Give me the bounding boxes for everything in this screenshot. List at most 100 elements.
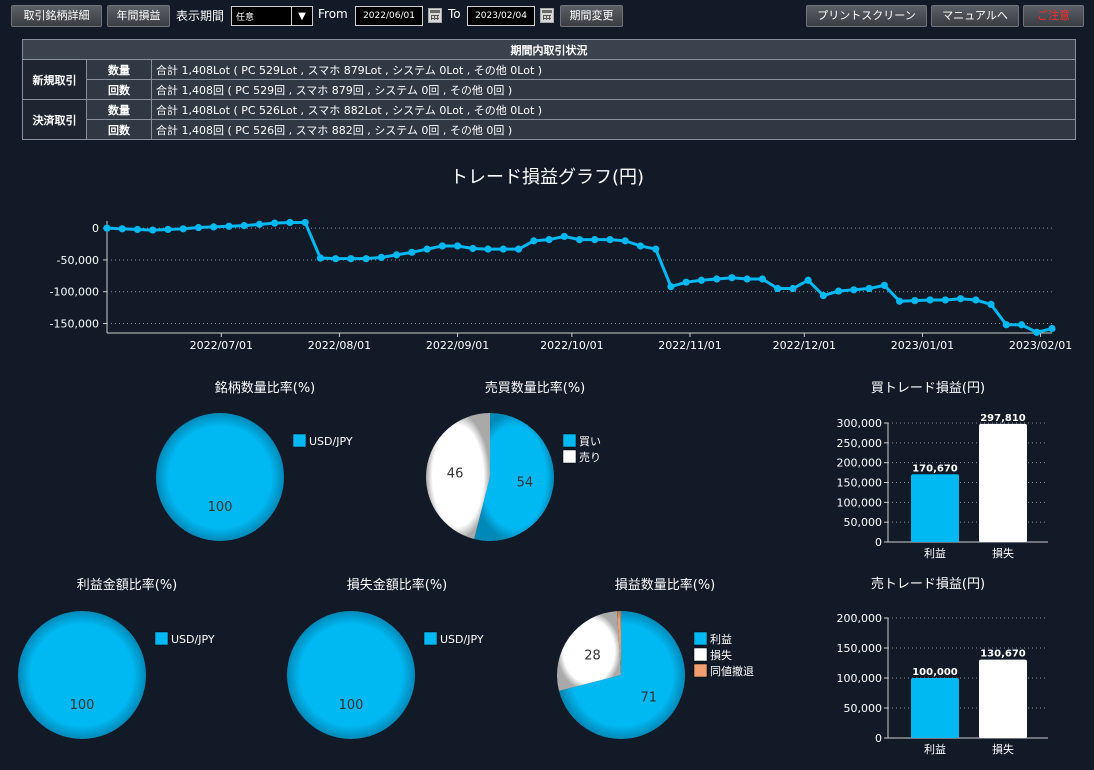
data-point <box>332 255 340 263</box>
table-row: 回数 合計 1,408回 ( PC 529回 , スマホ 879回 , システム… <box>23 79 1076 100</box>
trade-detail-button[interactable]: 取引銘柄詳細 <box>11 5 102 27</box>
stats-table-title: 期間内取引状況 <box>22 39 1076 60</box>
data-point <box>545 236 553 244</box>
bar-value-label: 297,810 <box>980 413 1026 424</box>
period-select-value: 任意 <box>236 13 255 23</box>
data-point <box>133 225 142 234</box>
group-new-trade: 新規取引 <box>22 59 87 100</box>
pie-value-label: 100 <box>208 500 233 515</box>
pie-value-label: 46 <box>447 467 464 482</box>
group-settlement-trade: 決済取引 <box>22 99 87 140</box>
y-tick-label: -50,000 <box>57 254 99 267</box>
y-tick-label: 200,000 <box>837 457 883 470</box>
legend-label: 同値撤退 <box>710 664 754 678</box>
sell-bar-chart: 0 50,000 100,000 150,000 200,000 100,000 利益 130… <box>837 612 1048 756</box>
data-point <box>316 254 324 262</box>
annual-pl-button[interactable]: 年間損益 <box>107 5 170 27</box>
data-point <box>728 274 736 282</box>
table-row: 新規取引 数量 合計 1,408Lot ( PC 529Lot , スマホ 87… <box>22 59 1076 100</box>
data-point <box>377 253 385 261</box>
row-label: 数量 <box>86 99 152 120</box>
bar <box>911 474 959 542</box>
legend-label: 売り <box>579 451 601 464</box>
legend-swatch <box>292 433 307 448</box>
table-row: 決済取引 数量 合計 1,408Lot ( PC 526Lot , スマホ 88… <box>22 99 1076 140</box>
brand-pie-chart: 100 USD/JPY <box>156 413 353 541</box>
buy-bar-title: 買トレード損益(円) <box>870 381 986 396</box>
data-point <box>560 232 568 241</box>
y-tick-label: -150,000 <box>50 317 99 330</box>
pie-slice <box>18 611 146 739</box>
y-tick-label: 50,000 <box>844 702 883 715</box>
data-point <box>667 283 675 291</box>
pie-value-label: 54 <box>517 475 534 490</box>
pie-slice <box>616 611 621 675</box>
y-tick-label: 150,000 <box>837 477 883 490</box>
row-label: 回数 <box>86 119 152 140</box>
data-point <box>606 236 614 244</box>
from-calendar-icon[interactable] <box>428 8 442 23</box>
data-point <box>210 223 218 231</box>
bar-value-label: 100,000 <box>912 667 958 678</box>
period-select[interactable]: 任意 ▼ <box>231 6 313 26</box>
data-point <box>362 255 370 263</box>
to-date-input[interactable]: 2023/02/04 <box>467 6 535 26</box>
data-point <box>255 220 264 228</box>
x-tick-label: 2022/10/01 <box>540 339 603 352</box>
x-tick-label: 2023/02/01 <box>1009 339 1072 352</box>
to-calendar-icon[interactable] <box>540 8 554 23</box>
data-point <box>438 242 446 250</box>
data-point <box>469 244 477 253</box>
data-point <box>972 296 980 304</box>
data-point <box>987 300 995 309</box>
data-point <box>194 223 203 232</box>
line-chart: 0 -50,000 -100,000 -150,000 2022/07/01 2022/0… <box>50 218 1072 352</box>
manual-button[interactable]: マニュアルへ <box>931 5 1019 27</box>
sell-bar-title: 売トレード損益(円) <box>870 577 986 592</box>
side-pie-title: 売買数量比率(%) <box>484 381 586 396</box>
y-tick-label: -100,000 <box>50 286 99 299</box>
pie-value-label: 71 <box>641 691 658 706</box>
data-point <box>956 295 965 303</box>
legend-label: USD/JPY <box>171 633 215 646</box>
from-date-input[interactable]: 2022/06/01 <box>355 6 423 26</box>
line-chart-title: トレード損益グラフ(円) <box>449 167 645 188</box>
pl-count-pie-title: 損益数量比率(%) <box>614 578 716 593</box>
data-point <box>804 276 812 284</box>
data-point <box>453 242 462 250</box>
x-tick-label: 2022/12/01 <box>773 339 836 352</box>
pie-slice <box>156 413 284 541</box>
bar <box>979 423 1027 542</box>
row-value: 合計 1,408回 ( PC 529回 , スマホ 879回 , システム 0回… <box>151 79 1076 100</box>
change-period-button[interactable]: 期間変更 <box>560 5 623 27</box>
data-point <box>499 245 507 253</box>
legend-swatch <box>693 663 708 678</box>
data-point <box>240 222 248 230</box>
data-point <box>835 287 843 295</box>
data-point <box>713 275 721 283</box>
data-point <box>1048 324 1056 333</box>
x-tick-label: 2023/01/01 <box>891 339 954 352</box>
y-tick-label: 200,000 <box>837 612 883 625</box>
y-tick-label: 50,000 <box>844 516 883 529</box>
data-point <box>621 237 629 245</box>
data-point <box>179 225 187 233</box>
bar-category-label: 損失 <box>992 546 1014 560</box>
data-point <box>225 222 233 230</box>
notice-button[interactable]: ご注意 <box>1023 5 1084 27</box>
print-screen-button[interactable]: プリントスクリーン <box>806 5 927 27</box>
y-tick-label: 0 <box>875 732 882 745</box>
data-point <box>1002 321 1010 329</box>
data-point <box>941 296 949 304</box>
chevron-down-icon[interactable]: ▼ <box>291 7 312 25</box>
table-row: 回数 合計 1,408回 ( PC 526回 , スマホ 882回 , システム… <box>23 119 1076 140</box>
data-point <box>697 276 706 284</box>
data-point <box>591 236 599 244</box>
period-label: 表示期間 <box>176 9 225 23</box>
data-point <box>514 245 523 253</box>
row-label: 数量 <box>86 59 152 80</box>
data-point <box>103 224 111 232</box>
pie-slice <box>426 413 490 539</box>
